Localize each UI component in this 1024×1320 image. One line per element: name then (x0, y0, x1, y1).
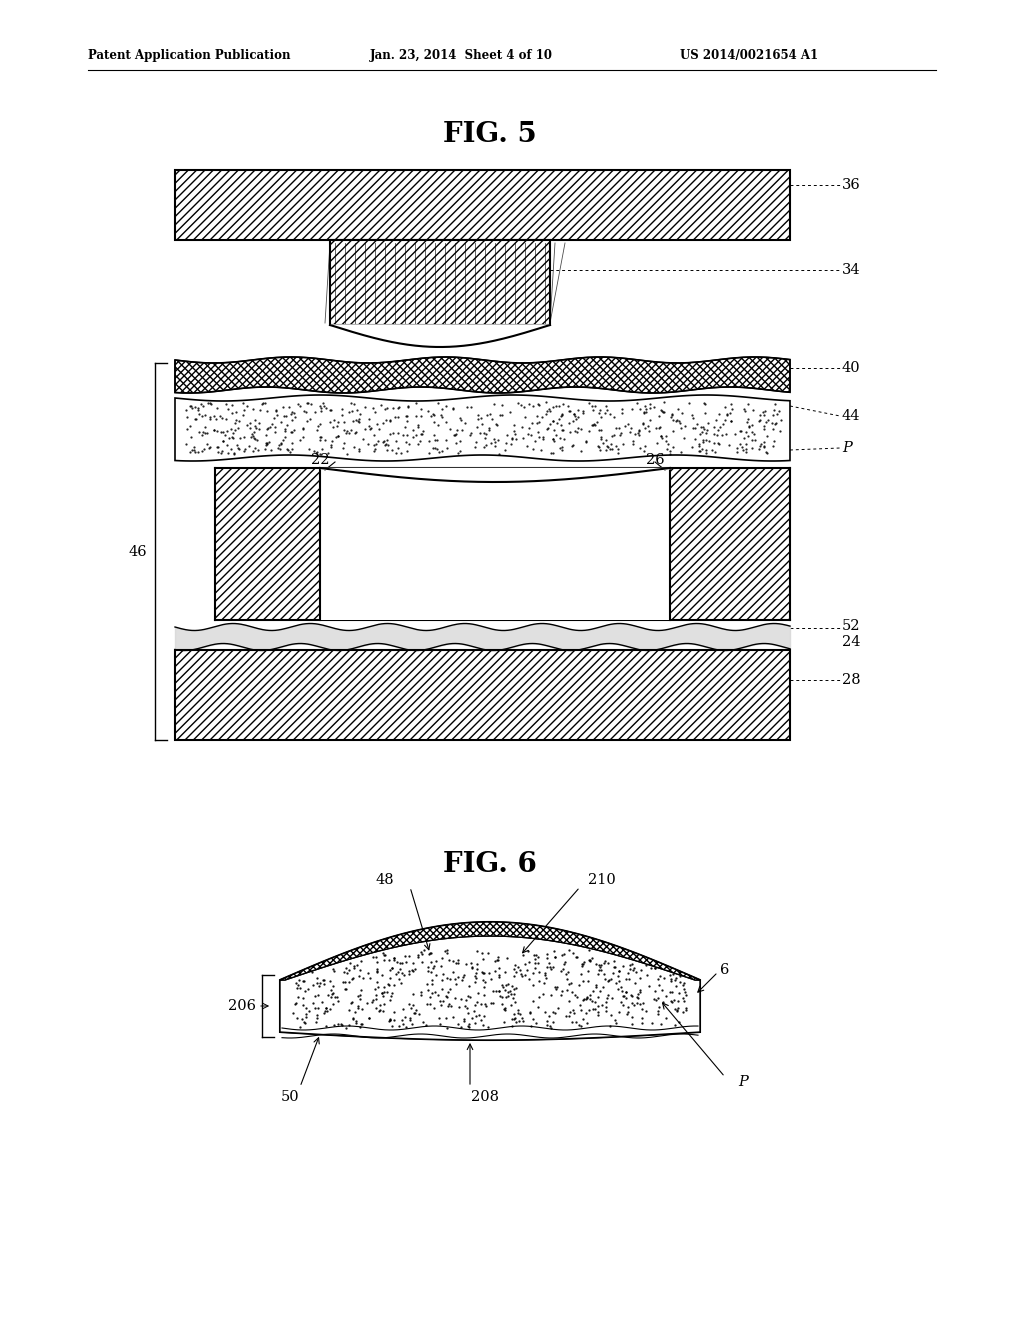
Text: 40: 40 (842, 360, 860, 375)
Text: 28: 28 (842, 673, 860, 686)
Bar (330, 240, 550, 325)
Bar (175, 170, 790, 240)
Text: 206: 206 (228, 999, 256, 1012)
Bar (319, 469, 670, 620)
Polygon shape (280, 921, 700, 1040)
Bar (175, 649, 790, 741)
Bar (670, 469, 790, 620)
Text: P: P (738, 1074, 748, 1089)
Text: Patent Application Publication: Patent Application Publication (88, 49, 291, 62)
Text: FIG. 6: FIG. 6 (443, 851, 537, 879)
Text: 52: 52 (842, 619, 860, 634)
Polygon shape (175, 395, 790, 461)
Polygon shape (175, 356, 790, 393)
Text: 34: 34 (842, 263, 860, 277)
Text: P: P (842, 441, 852, 455)
Polygon shape (280, 921, 700, 979)
Text: Jan. 23, 2014  Sheet 4 of 10: Jan. 23, 2014 Sheet 4 of 10 (370, 49, 553, 62)
Text: 44: 44 (842, 409, 860, 422)
Text: 26: 26 (646, 453, 665, 467)
Text: US 2014/0021654 A1: US 2014/0021654 A1 (680, 49, 818, 62)
Text: 48: 48 (376, 873, 394, 887)
Bar (215, 469, 319, 620)
Text: 24: 24 (842, 635, 860, 649)
Text: 6: 6 (720, 964, 729, 977)
Text: FIG. 5: FIG. 5 (443, 121, 537, 149)
Text: 46: 46 (128, 544, 147, 558)
Polygon shape (330, 325, 550, 347)
Text: 22: 22 (310, 453, 330, 467)
Text: 208: 208 (471, 1090, 499, 1104)
Text: 210: 210 (588, 873, 615, 887)
Text: 50: 50 (281, 1090, 299, 1104)
Polygon shape (280, 936, 700, 1040)
Text: 36: 36 (842, 178, 861, 191)
